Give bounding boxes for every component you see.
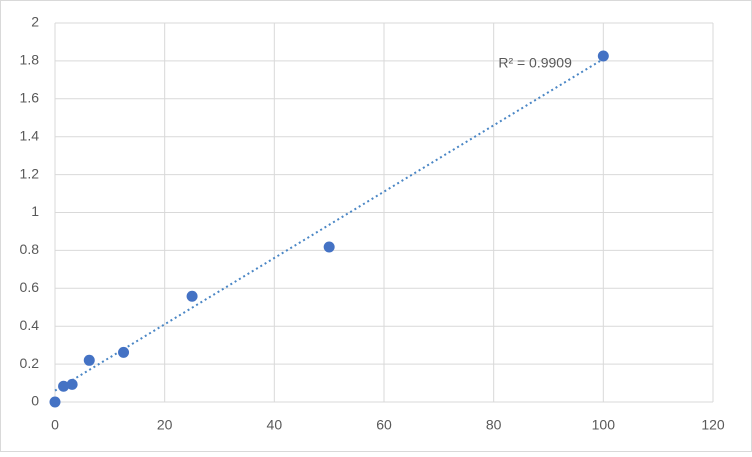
data-point <box>118 346 130 358</box>
y-tick-label: 2 <box>31 14 39 30</box>
data-point <box>597 50 609 62</box>
x-tick-label: 80 <box>486 417 502 433</box>
y-tick-label: 1.2 <box>20 165 40 181</box>
x-tick-label: 20 <box>157 417 173 433</box>
data-point <box>83 354 95 366</box>
x-tick-label: 100 <box>592 417 616 433</box>
data-point <box>58 380 70 392</box>
annotation: R² = 0.9909 <box>498 55 572 71</box>
trendline <box>54 58 604 392</box>
y-tick-label: 0.2 <box>20 355 40 371</box>
y-tick-label: 1 <box>31 203 39 219</box>
y-tick-label: 0 <box>31 393 39 409</box>
y-tick-label: 1.6 <box>20 90 40 106</box>
x-tick-label: 60 <box>376 417 392 433</box>
y-tick-label: 1.4 <box>20 127 40 143</box>
x-tick-label: 40 <box>267 417 283 433</box>
y-tick-label: 0.6 <box>20 279 40 295</box>
y-tick-label: 0.8 <box>20 241 40 257</box>
data-point <box>66 378 78 390</box>
data-point <box>186 290 198 302</box>
y-tick-label: 0.4 <box>20 317 40 333</box>
x-tick-label: 0 <box>51 417 59 433</box>
data-point <box>323 241 335 253</box>
y-tick-label: 1.8 <box>20 52 40 68</box>
x-tick-label: 120 <box>701 417 725 433</box>
data-point <box>49 396 61 408</box>
